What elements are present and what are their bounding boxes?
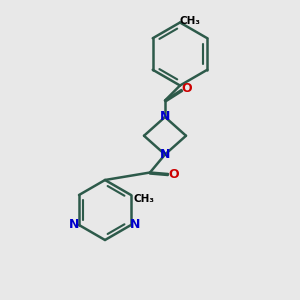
Text: N: N (69, 218, 80, 232)
Text: O: O (168, 167, 179, 181)
Text: CH₃: CH₃ (180, 16, 201, 26)
Text: CH₃: CH₃ (133, 194, 154, 205)
Text: N: N (160, 148, 170, 161)
Text: N: N (130, 218, 141, 232)
Text: O: O (182, 82, 192, 95)
Text: N: N (160, 110, 170, 124)
